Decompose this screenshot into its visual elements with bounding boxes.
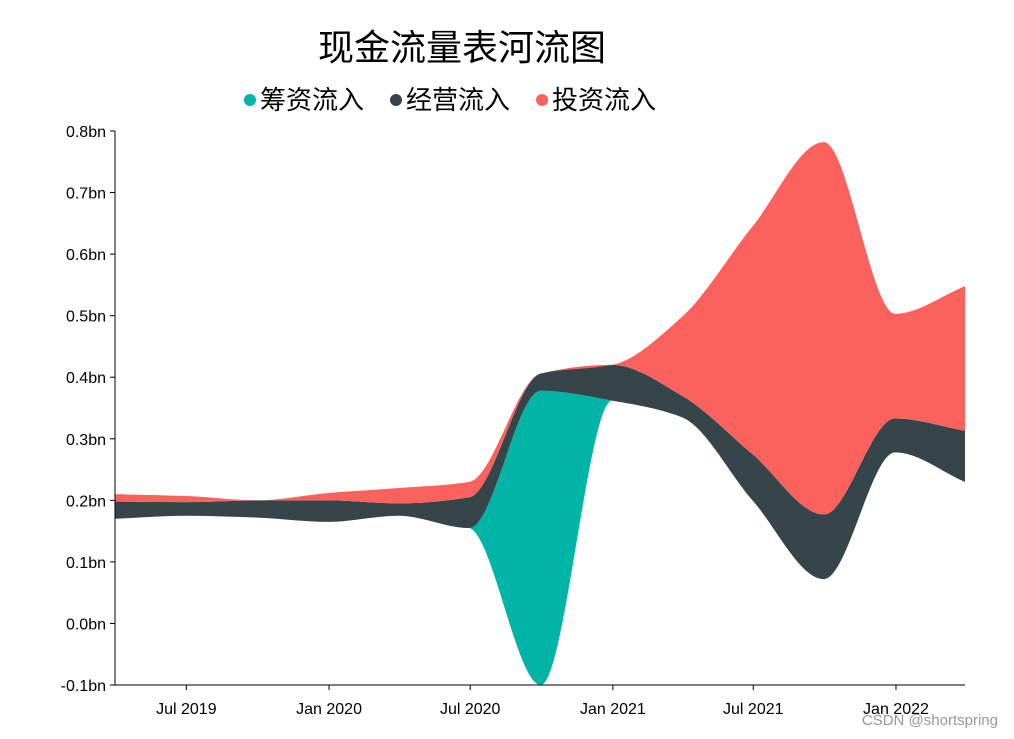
y-axis: -0.1bn 0.0bn 0.1bn 0.2bn 0.3bn 0.4bn 0.5bn 0.6b… xyxy=(61,124,116,695)
x-tick-label: Jan 2021 xyxy=(580,701,646,718)
y-tick-label: 0.5bn xyxy=(66,309,106,326)
x-tick-label: Jul 2021 xyxy=(723,701,784,718)
y-tick-label: -0.1bn xyxy=(61,678,106,695)
legend-item[interactable]: 筹资流入 xyxy=(243,86,364,116)
x-tick-label: Jul 2019 xyxy=(156,701,217,718)
y-tick-label: 0.1bn xyxy=(66,555,106,572)
legend-label: 经营流入 xyxy=(406,86,510,116)
y-tick-label: 0.6bn xyxy=(66,247,106,264)
x-tick-label: Jan 2022 xyxy=(863,701,929,718)
legend-marker xyxy=(243,94,256,106)
y-tick-label: 0.3bn xyxy=(66,432,106,449)
y-tick-label: 0.4bn xyxy=(66,370,106,387)
y-tick-label: 0.8bn xyxy=(66,124,106,141)
legend-label: 投资流入 xyxy=(552,86,656,116)
x-axis: Jul 2019 Jan 2020 Jul 2020 Jan 2021 Jul 2021… xyxy=(115,684,965,718)
legend-marker xyxy=(389,94,402,106)
legend: 筹资流入 经营流入 投资流入 xyxy=(243,86,656,116)
stream-area-0 xyxy=(115,390,965,685)
legend-marker xyxy=(536,94,549,106)
legend-label: 筹资流入 xyxy=(260,86,364,116)
legend-item[interactable]: 投资流入 xyxy=(536,86,656,116)
y-tick-label: 0.2bn xyxy=(66,493,106,510)
legend-item[interactable]: 经营流入 xyxy=(389,86,510,116)
x-tick-label: Jul 2020 xyxy=(440,701,501,718)
stream-area-2 xyxy=(115,142,965,515)
y-tick-label: 0.7bn xyxy=(66,186,106,203)
x-tick-label: Jan 2020 xyxy=(296,701,362,718)
y-tick-label: 0.0bn xyxy=(66,616,106,633)
stream-areas xyxy=(115,142,965,685)
chart-title: 现金流量表河流图 xyxy=(318,28,606,69)
watermark: CSDN @shortspring xyxy=(862,712,998,729)
